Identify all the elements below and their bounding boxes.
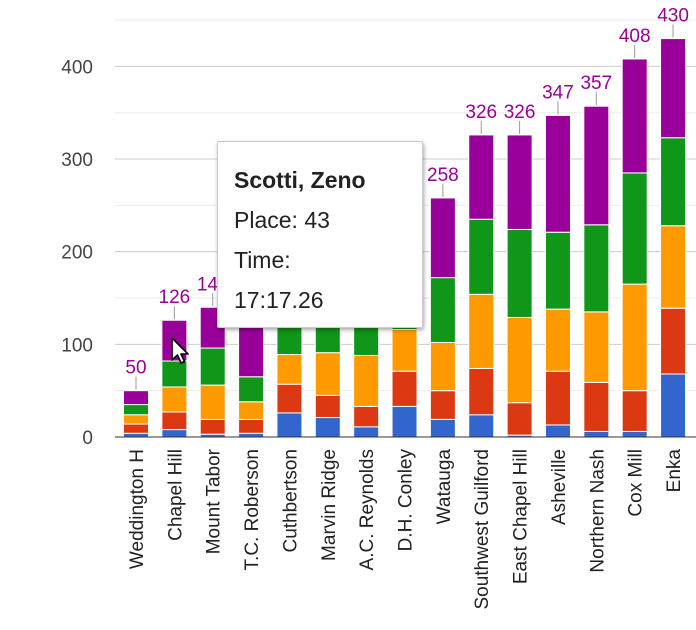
category-labels: Weddington H Chapel Hill Mount Tabor T.C. R… bbox=[127, 448, 685, 609]
bar-segment[interactable] bbox=[161, 386, 188, 413]
bar-segment[interactable] bbox=[353, 426, 380, 438]
category-label: Cox Mill bbox=[626, 449, 647, 517]
bar-segment[interactable] bbox=[660, 225, 687, 309]
bar-segment[interactable] bbox=[506, 228, 533, 318]
bar-segment[interactable] bbox=[199, 418, 226, 435]
bar-segment[interactable] bbox=[621, 283, 648, 392]
pointer-arrow-icon bbox=[171, 337, 189, 364]
tooltip-time-label: Time: bbox=[234, 247, 291, 273]
bar-segment[interactable] bbox=[544, 231, 571, 310]
bar-segment[interactable] bbox=[123, 432, 149, 438]
bar-segment[interactable] bbox=[583, 224, 610, 313]
bar-segment[interactable] bbox=[660, 307, 687, 375]
category-label: T.C. Roberson bbox=[242, 449, 263, 570]
bar-segment[interactable] bbox=[660, 373, 687, 438]
bar-segment[interactable] bbox=[468, 218, 495, 295]
bar-segment[interactable] bbox=[314, 394, 341, 419]
bar-segment[interactable] bbox=[429, 197, 456, 279]
total-label: 258 bbox=[427, 165, 459, 186]
total-label: 126 bbox=[159, 287, 191, 308]
tooltip-place: Place: 43 bbox=[234, 207, 330, 233]
bar-segment[interactable] bbox=[391, 405, 418, 438]
bar-segment[interactable] bbox=[276, 383, 303, 414]
tooltip-time-value: 17:17.26 bbox=[234, 287, 324, 313]
bar-segment[interactable] bbox=[583, 105, 610, 226]
bar-segment[interactable] bbox=[506, 134, 533, 230]
bar-segment[interactable] bbox=[391, 329, 418, 372]
category-label: Weddington H bbox=[127, 449, 148, 569]
category-label: Mount Tabor bbox=[204, 448, 225, 554]
bar-segment[interactable] bbox=[468, 134, 495, 220]
bar-segment[interactable] bbox=[353, 405, 380, 428]
bar-segment[interactable] bbox=[544, 370, 571, 426]
bar-segment[interactable] bbox=[468, 414, 495, 438]
bar-segment[interactable] bbox=[353, 354, 380, 407]
y-tick-label: 400 bbox=[61, 57, 93, 78]
bar-segment[interactable] bbox=[238, 376, 265, 403]
bar-segment[interactable] bbox=[621, 390, 648, 432]
bar-segment[interactable] bbox=[621, 58, 648, 174]
bar-segment[interactable] bbox=[544, 308, 571, 372]
category-label: Marvin Ridge bbox=[319, 449, 340, 561]
bar-segment[interactable] bbox=[544, 114, 571, 233]
bar-segment[interactable] bbox=[660, 38, 687, 139]
bar-segment[interactable] bbox=[314, 352, 341, 396]
y-tick-label: 0 bbox=[82, 428, 93, 449]
bar-segment[interactable] bbox=[276, 354, 303, 385]
y-tick-label: 100 bbox=[61, 335, 93, 356]
bar-segment[interactable] bbox=[468, 367, 495, 416]
y-tick-label: 300 bbox=[61, 150, 93, 171]
bar-segment[interactable] bbox=[429, 341, 456, 392]
bar-segment[interactable] bbox=[238, 418, 265, 434]
total-label: 408 bbox=[619, 26, 651, 47]
category-label: East Chapel Hill bbox=[511, 449, 532, 584]
total-label: 347 bbox=[542, 82, 574, 103]
y-tick-label: 200 bbox=[61, 243, 93, 264]
bar-segment[interactable] bbox=[506, 316, 533, 404]
bar-segment[interactable] bbox=[583, 311, 610, 383]
category-label: Chapel Hill bbox=[165, 449, 186, 541]
category-label: D.H. Conley bbox=[396, 449, 417, 552]
bar-segment[interactable] bbox=[238, 432, 265, 438]
bar-segment[interactable] bbox=[506, 402, 533, 436]
total-label: 326 bbox=[504, 102, 536, 123]
tooltip: Scotti, Zeno Place: 43 Time: 17:17.26 bbox=[217, 141, 423, 328]
bar-segment[interactable] bbox=[199, 347, 226, 386]
category-label: A.C. Reynolds bbox=[357, 449, 378, 570]
total-label: 50 bbox=[125, 358, 146, 379]
category-label: Watauga bbox=[434, 449, 455, 525]
bar-segment[interactable] bbox=[314, 417, 341, 438]
y-axis-ticks: 0 100 200 300 400 bbox=[61, 57, 93, 449]
bar-segment[interactable] bbox=[429, 418, 456, 438]
bar-segment[interactable] bbox=[544, 424, 571, 438]
bar-segment[interactable] bbox=[429, 390, 456, 420]
total-label: 326 bbox=[465, 102, 497, 123]
category-label: Cuthbertson bbox=[280, 449, 301, 553]
bar-segment[interactable] bbox=[391, 370, 418, 407]
bar-segment[interactable] bbox=[276, 412, 303, 438]
bar-segment[interactable] bbox=[468, 293, 495, 369]
total-label: 430 bbox=[657, 6, 689, 27]
bar-segment[interactable] bbox=[199, 384, 226, 420]
bar-segment[interactable] bbox=[583, 430, 610, 438]
bar-segment[interactable] bbox=[660, 137, 687, 227]
tooltip-runner-name: Scotti, Zeno bbox=[234, 167, 366, 193]
total-label: 357 bbox=[580, 73, 612, 94]
bar-segment[interactable] bbox=[621, 430, 648, 438]
bar-segment[interactable] bbox=[123, 404, 149, 416]
bar-segment[interactable] bbox=[161, 411, 188, 431]
category-label: Enka bbox=[664, 449, 685, 493]
bar-segment[interactable] bbox=[161, 360, 188, 388]
category-label: Northern Nash bbox=[587, 449, 608, 573]
bar-segment[interactable] bbox=[429, 277, 456, 343]
bar-segment[interactable] bbox=[621, 172, 648, 285]
bar-segment[interactable] bbox=[123, 423, 149, 434]
bar-segment[interactable] bbox=[123, 414, 149, 425]
category-label: Southwest Guilford bbox=[472, 449, 493, 610]
bar-segment[interactable] bbox=[161, 429, 188, 438]
bar-segment[interactable] bbox=[238, 401, 265, 420]
bar-segment[interactable] bbox=[123, 390, 149, 406]
bar-segment[interactable] bbox=[583, 381, 610, 432]
category-label: Asheville bbox=[549, 449, 570, 525]
